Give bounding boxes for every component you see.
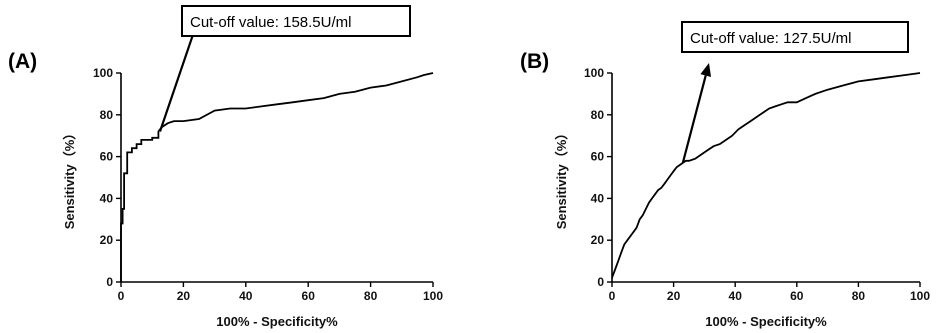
x-tick-label-b-5: 100 [910, 289, 930, 303]
roc-curve-b [611, 72, 921, 279]
roc-curve-a [120, 72, 434, 282]
x-tick-label-b-0: 0 [609, 289, 616, 303]
x-tick-label-a-5: 100 [423, 289, 443, 303]
arrow-a [158, 25, 197, 132]
y-tick-label-a-3: 60 [100, 150, 114, 164]
panel-label-b: (B) [520, 50, 549, 73]
ticks-b: 0 20 40 60 80 100 0 20 40 60 80 100 [584, 66, 930, 303]
y-tick-label-a-4: 80 [100, 108, 114, 122]
panel-label-a: (A) [8, 50, 37, 73]
callout-box-a [181, 5, 411, 37]
x-tick-label-a-2: 40 [239, 289, 253, 303]
y-axis-title-b: Sensitivity（%） [554, 127, 569, 230]
x-tick-label-a-3: 60 [302, 289, 316, 303]
x-tick-label-a-1: 20 [177, 289, 191, 303]
cutoff-label-a: Cut-off value: 158.5U/ml [190, 14, 351, 31]
ticks-a: 0 20 40 60 80 100 0 20 40 60 80 100 [93, 66, 443, 303]
y-tick-label-b-1: 20 [591, 233, 605, 247]
axes-b [611, 73, 920, 283]
y-tick-label-a-2: 40 [100, 191, 114, 205]
x-axis-title-b: 100% - Specificity% [705, 314, 827, 329]
y-tick-label-a-1: 20 [100, 233, 114, 247]
x-tick-label-b-1: 20 [667, 289, 681, 303]
x-tick-label-a-0: 0 [118, 289, 125, 303]
callout-box-b [681, 21, 909, 53]
x-tick-label-b-2: 40 [729, 289, 743, 303]
y-tick-label-b-3: 60 [591, 150, 605, 164]
roc-panel-a: (A) 0 20 40 60 80 100 0 20 40 60 80 100 Cut-off val… [8, 5, 443, 329]
x-tick-label-a-4: 80 [364, 289, 378, 303]
y-tick-label-a-0: 0 [106, 275, 113, 289]
roc-panel-b: (B) 0 20 40 60 80 100 0 20 40 60 80 100 Cut-off val… [520, 21, 930, 329]
x-tick-label-b-3: 60 [790, 289, 804, 303]
arrowhead-b [700, 63, 712, 77]
y-tick-label-a-5: 100 [93, 66, 113, 80]
y-tick-label-b-4: 80 [591, 108, 605, 122]
y-tick-label-b-2: 40 [591, 191, 605, 205]
cutoff-label-b: Cut-off value: 127.5U/ml [690, 30, 851, 47]
arrow-b [681, 75, 707, 164]
y-axis-title-a: Sensitivity（%） [62, 127, 77, 230]
y-tick-label-b-5: 100 [584, 66, 604, 80]
y-tick-label-b-0: 0 [597, 275, 604, 289]
x-axis-title-a: 100% - Specificity% [216, 314, 338, 329]
x-tick-label-b-4: 80 [852, 289, 866, 303]
